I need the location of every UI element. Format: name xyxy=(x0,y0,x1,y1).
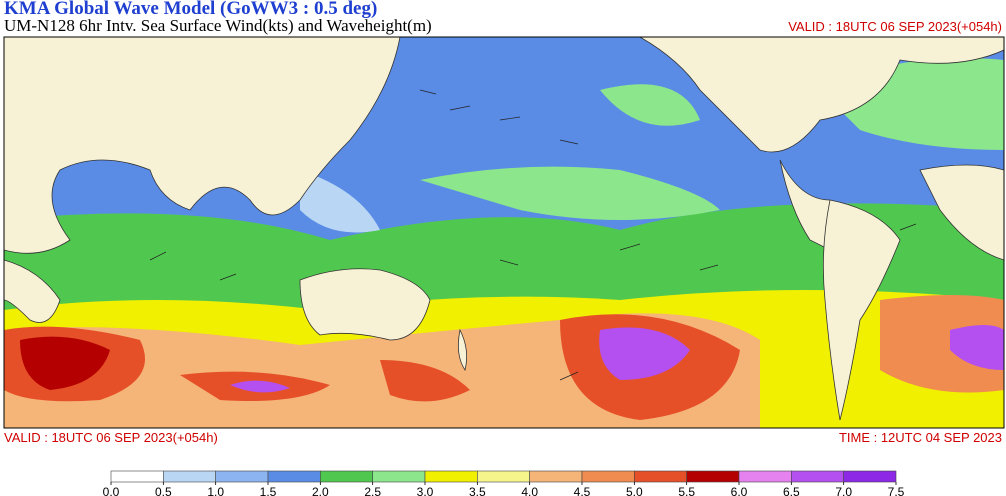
colorbar-box xyxy=(477,470,530,483)
valid-time: VALID : 18UTC 06 SEP 2023(+054h) xyxy=(4,430,218,445)
colorbar-tick-label: 1.0 xyxy=(207,485,224,496)
colorbar-box xyxy=(215,470,269,483)
colorbar-tick-label: 5.0 xyxy=(626,485,643,496)
colorbar-tick-label: 3.5 xyxy=(469,485,486,496)
subtitle: UM-N128 6hr Intv. Sea Surface Wind(kts) … xyxy=(4,16,432,35)
colorbar-tick-label: 2.5 xyxy=(364,485,381,496)
colorbar-tick-label: 3.0 xyxy=(417,485,434,496)
colorbar-box xyxy=(686,470,740,483)
colorbar-box xyxy=(110,470,164,483)
title: KMA Global Wave Model (GoWW3 : 0.5 deg) xyxy=(4,0,378,19)
colorbar-tick-label: 5.5 xyxy=(678,485,695,496)
colorbar-tick-label: 0.0 xyxy=(103,485,120,496)
map-frame xyxy=(3,36,1005,429)
colorbar-tick-label: 6.0 xyxy=(731,485,748,496)
colorbar-box xyxy=(529,470,583,483)
colorbar-box xyxy=(424,470,478,483)
colorbar-tick-label: 1.5 xyxy=(260,485,277,496)
colorbar-box xyxy=(634,470,687,483)
colorbar-box xyxy=(267,470,321,483)
colorbar-tick-label: 4.0 xyxy=(521,485,538,496)
colorbar-tick-label: 4.5 xyxy=(574,485,591,496)
init-time: TIME : 12UTC 04 SEP 2023 xyxy=(838,430,1002,445)
colorbar-box xyxy=(843,470,897,483)
map xyxy=(4,37,1004,428)
colorbar-box xyxy=(581,470,635,483)
colorbar-tick-label: 0.5 xyxy=(155,485,172,496)
colorbar: 0.0 0.5 1.0 1.5 2.0 2.5 3.0 3.5 4.0 4.5 5.0 5.5 6.0 6… xyxy=(103,470,905,496)
colorbar-box xyxy=(372,470,426,483)
colorbar-tick-label: 6.5 xyxy=(783,485,800,496)
colorbar-tick-label: 7.0 xyxy=(835,485,852,496)
colorbar-box xyxy=(163,470,216,483)
colorbar-tick-label: 2.0 xyxy=(312,485,329,496)
colorbar-box xyxy=(738,470,792,483)
valid-time: VALID : 18UTC 06 SEP 2023(+054h) xyxy=(788,19,1002,34)
colorbar-tick-label: 7.5 xyxy=(888,485,905,496)
colorbar-box xyxy=(791,470,844,483)
colorbar-box xyxy=(320,470,373,483)
